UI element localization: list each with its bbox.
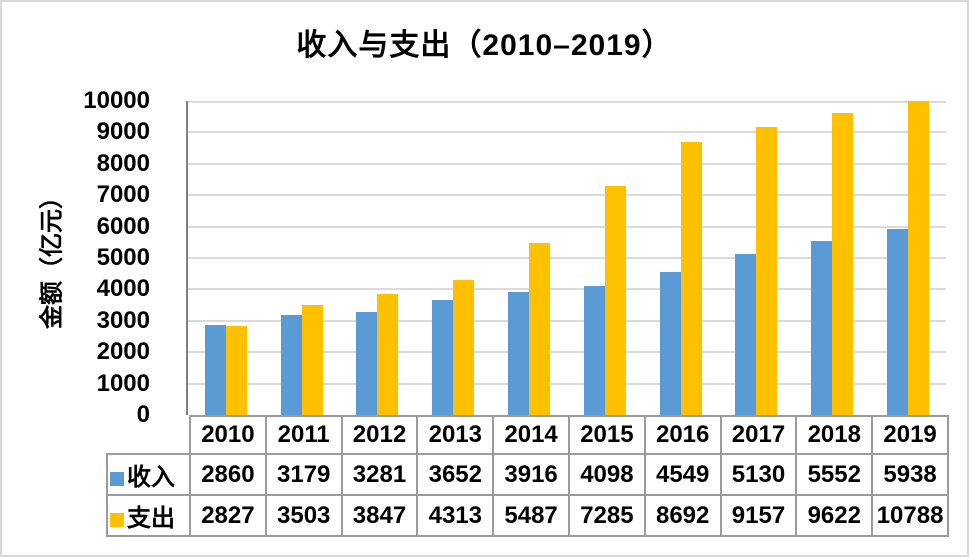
y-tick-label: 9000 [96, 118, 150, 146]
value-cell: 9622 [795, 494, 874, 537]
y-axis-title: 金额（亿元） [38, 185, 66, 329]
bar-收入-2019 [887, 228, 909, 415]
bar-group-2013 [415, 101, 491, 415]
gridline [188, 225, 946, 228]
year-header-row: 2010 2011 2012 2013 2014 2015 2016 2017 2018 2019 [107, 415, 949, 455]
bar-支出-2012 [377, 294, 399, 415]
value-cell: 4549 [643, 453, 722, 496]
value-cell: 10788 [871, 494, 949, 537]
bar-收入-2014 [508, 292, 530, 415]
bar-支出-2013 [453, 279, 475, 415]
bar-支出-2019 [908, 101, 930, 415]
year-cell: 2017 [719, 415, 798, 455]
bar-支出-2018 [832, 112, 854, 415]
bar-group-2016 [643, 101, 719, 415]
legend-swatch-icon [110, 513, 124, 527]
value-cell: 5487 [492, 494, 570, 537]
year-cell: 2014 [492, 415, 570, 455]
legend-cell-收入: 收入 [106, 453, 191, 496]
value-cell: 5938 [871, 453, 949, 496]
bar-收入-2018 [811, 240, 833, 415]
value-cell: 9157 [719, 494, 798, 537]
year-cell: 2019 [871, 415, 949, 455]
y-tick-label: 6000 [96, 212, 150, 240]
legend-label: 支出 [127, 505, 175, 532]
bar-group-2019 [870, 101, 946, 415]
bar-支出-2010 [225, 326, 247, 415]
value-cell: 3503 [264, 494, 343, 537]
bar-支出-2016 [680, 142, 702, 415]
y-tick-label: 3000 [96, 306, 150, 334]
gridline [188, 101, 946, 103]
bar-收入-2015 [583, 286, 605, 415]
y-tick-label: 0 [136, 401, 150, 428]
value-cell: 3281 [340, 453, 419, 496]
gridline [188, 162, 946, 165]
gridline [188, 351, 946, 354]
table-body: 2010 2011 2012 2013 2014 2015 2016 2017 2018 2019… [106, 415, 949, 537]
bar-收入-2013 [432, 300, 454, 415]
series-row-支出: 支出 2827 3503 3847 4313 5487 7285 8692 9157 9622 10… [106, 494, 949, 537]
legend-cell-支出: 支出 [106, 494, 191, 537]
gridline [188, 382, 946, 385]
value-cell: 4098 [567, 453, 646, 496]
bar-支出-2015 [604, 186, 626, 415]
year-cell: 2015 [567, 415, 646, 455]
value-cell: 3916 [492, 453, 570, 496]
value-cell: 8692 [643, 494, 722, 537]
gridline [188, 257, 946, 259]
table-corner-empty-cell [107, 416, 190, 454]
year-cell: 2011 [264, 415, 343, 455]
chart-title: 收入与支出（2010–2019） [296, 29, 673, 62]
year-cell: 2013 [416, 415, 495, 455]
value-cell: 5552 [795, 453, 874, 496]
y-tick-label: 10000 [83, 87, 150, 114]
year-cell: 2012 [340, 415, 419, 455]
y-tick-label: 4000 [96, 275, 150, 303]
bar-group-2014 [491, 101, 567, 415]
y-tick-label: 8000 [96, 149, 150, 177]
value-cell: 3179 [264, 453, 343, 496]
bar-收入-2017 [735, 253, 757, 415]
gridline [188, 131, 946, 134]
bar-支出-2014 [529, 242, 551, 415]
bar-收入-2010 [204, 325, 226, 415]
y-tick-label: 7000 [96, 181, 150, 209]
value-cell: 5130 [719, 453, 798, 496]
y-tick-label: 2000 [96, 338, 150, 366]
bar-收入-2016 [659, 272, 681, 415]
bar-收入-2012 [356, 311, 378, 415]
year-cell: 2010 [189, 415, 267, 455]
y-tick-label: 5000 [96, 244, 150, 271]
value-cell: 3847 [340, 494, 419, 537]
bar-group-2010 [188, 101, 264, 415]
value-cell: 2860 [189, 453, 267, 496]
bar-group-2011 [264, 101, 340, 415]
data-table: 2010 2011 2012 2013 2014 2015 2016 2017 2018 2019… [106, 415, 949, 537]
bar-支出-2017 [756, 127, 778, 415]
plot-area [188, 101, 946, 415]
value-cell: 3652 [416, 453, 495, 496]
year-cell: 2018 [795, 415, 874, 455]
legend-label: 收入 [127, 464, 175, 491]
bar-支出-2011 [301, 305, 323, 415]
value-cell: 7285 [567, 494, 646, 537]
value-cell: 4313 [416, 494, 495, 537]
gridline [188, 319, 946, 322]
gridline [188, 288, 946, 291]
bar-group-2017 [719, 101, 795, 415]
gridline [188, 194, 946, 197]
legend-swatch-icon [110, 472, 124, 486]
y-tick-label: 1000 [96, 369, 150, 397]
series-row-收入: 收入 2860 3179 3281 3652 3916 4098 4549 5130 5552 59… [106, 453, 949, 496]
bar-group-2015 [567, 101, 643, 415]
bar-group-2012 [340, 101, 416, 415]
year-cell: 2016 [643, 415, 722, 455]
value-cell: 2827 [189, 494, 267, 537]
bar-group-2018 [794, 101, 870, 415]
y-axis-line [186, 101, 188, 415]
bar-收入-2011 [280, 315, 302, 415]
